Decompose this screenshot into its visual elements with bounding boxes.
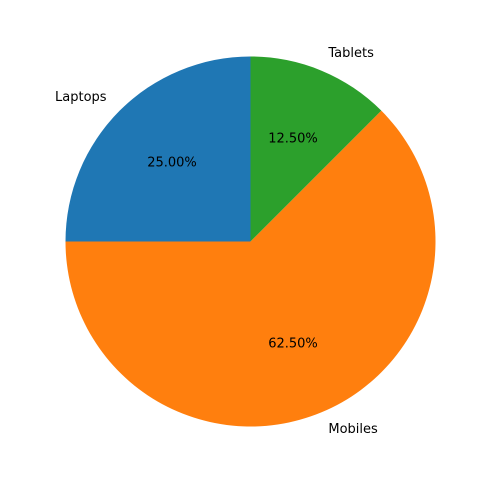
pie-slice-laptops <box>66 57 251 242</box>
category-label-tablets: Tablets <box>327 46 374 61</box>
percent-label-mobiles: 62.50% <box>268 337 318 352</box>
category-label-mobiles: Mobiles <box>328 422 378 437</box>
percent-label-laptops: 25.00% <box>147 156 197 171</box>
category-label-laptops: Laptops <box>55 90 107 105</box>
percent-label-tablets: 12.50% <box>268 131 318 146</box>
pie-slices <box>66 57 436 427</box>
